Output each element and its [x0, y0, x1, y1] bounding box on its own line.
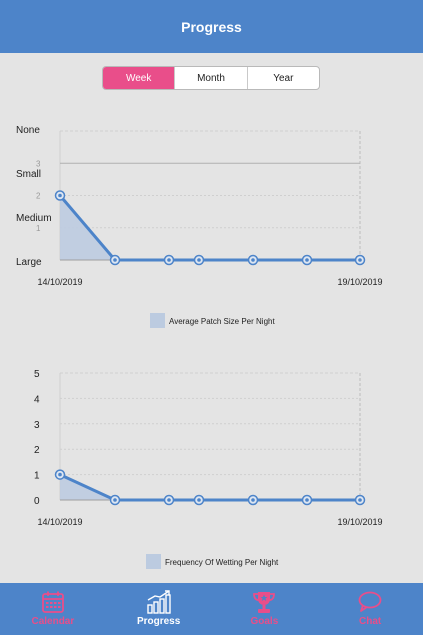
segment-week[interactable]: Week [103, 67, 176, 89]
tab-goals[interactable]: Goals [212, 583, 318, 635]
y-tick-label: 4 [34, 394, 40, 405]
data-point-center [305, 498, 309, 502]
y-tick-label: Small [16, 169, 41, 180]
tab-progress-label: Progress [136, 616, 181, 627]
series-line [59, 473, 360, 502]
legend-swatch [150, 313, 165, 328]
legend-label: Frequency Of Wetting Per Night [165, 558, 279, 567]
y-tick-label: 1 [34, 471, 40, 482]
tab-chat[interactable]: Chat [317, 583, 423, 635]
data-point-center [167, 258, 171, 262]
app-header: Progress [0, 0, 423, 53]
period-segmented-control: Week Month Year [102, 66, 320, 90]
data-point-center [305, 258, 309, 262]
y-numeric-tick: 1 [36, 224, 41, 233]
legend-label: Average Patch Size Per Night [169, 317, 275, 326]
segment-year[interactable]: Year [273, 72, 294, 84]
page-title: Progress [181, 18, 242, 35]
data-point-center [58, 193, 62, 198]
calendar-icon [41, 591, 64, 613]
data-point-center [58, 472, 62, 477]
y-numeric-tick: 2 [36, 192, 41, 201]
tab-progress[interactable]: Progress [106, 583, 212, 635]
bottom-tab-bar: Calendar Progress Goals Chat [0, 583, 423, 635]
legend-swatch [146, 554, 161, 569]
trophy-icon [253, 592, 276, 613]
wetting-frequency-chart: 0 1 2 3 4 5 14/10/2019 19/10/2019 Frequency Of W… [34, 369, 383, 569]
tab-goals-label: Goals [250, 616, 279, 627]
tab-calendar[interactable]: Calendar [0, 583, 106, 635]
series-area [60, 195, 360, 260]
data-point-center [113, 258, 117, 262]
y-tick-label: 0 [34, 496, 40, 507]
x-tick-label: 14/10/2019 [37, 517, 82, 527]
patch-size-chart: None Small Medium Large 1 2 3 14/10/2019 19/10/2… [16, 125, 383, 328]
y-numeric-tick: 3 [36, 159, 41, 168]
y-tick-label: 2 [34, 445, 40, 456]
data-point-center [197, 258, 201, 262]
x-tick-label: 19/10/2019 [337, 517, 382, 527]
data-point-center [167, 498, 171, 502]
series-area [60, 474, 360, 500]
y-tick-label: Large [16, 257, 42, 268]
x-tick-label: 19/10/2019 [337, 277, 382, 287]
data-point-center [251, 498, 255, 502]
data-point-center [197, 498, 201, 502]
chart-icon [146, 590, 171, 614]
segment-month[interactable]: Month [175, 67, 248, 89]
x-tick-label: 14/10/2019 [37, 277, 82, 287]
tab-calendar-label: Calendar [31, 616, 75, 627]
data-point-center [251, 258, 255, 262]
y-tick-label: Medium [16, 213, 52, 224]
y-tick-label: None [16, 125, 40, 136]
tab-chat-label: Chat [359, 616, 382, 627]
data-point-center [113, 498, 117, 502]
data-point-center [358, 498, 362, 502]
chat-bubble-icon [358, 591, 382, 612]
y-tick-label: 3 [34, 420, 40, 431]
data-point-center [358, 258, 362, 262]
y-tick-label: 5 [34, 369, 40, 380]
